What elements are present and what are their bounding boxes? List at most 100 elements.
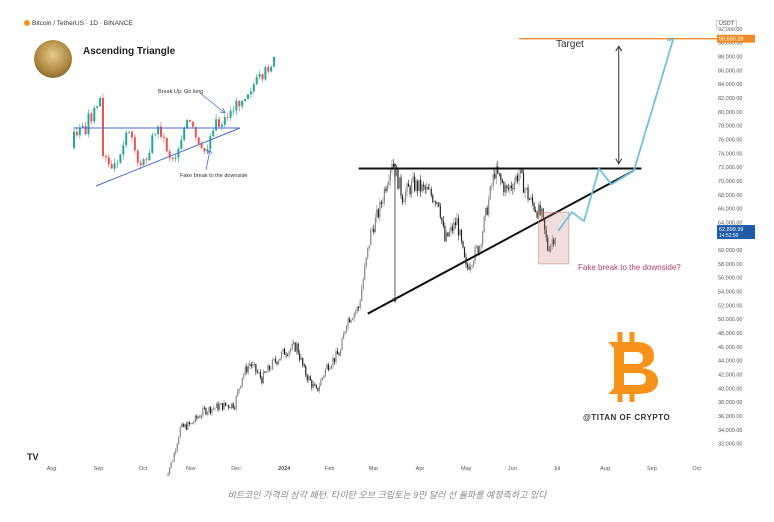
inset-candle-body (264, 67, 267, 80)
candle-body (228, 405, 230, 408)
candle-body (385, 188, 387, 191)
candle-body (533, 203, 535, 211)
candle-body (344, 331, 346, 335)
inset-candle-body (96, 106, 99, 108)
inset-candle-body (93, 107, 96, 122)
candle-body (454, 222, 457, 226)
candle-body (212, 408, 215, 409)
candle-body (208, 407, 210, 413)
candle-body (453, 222, 455, 231)
candle-body (265, 372, 268, 373)
candle-body (531, 197, 534, 204)
inset-candle-body (235, 100, 238, 111)
y-tick-label: 86,000.00 (718, 68, 742, 74)
candle-body (404, 191, 407, 202)
bitcoin-icon (24, 20, 30, 26)
candle-body (516, 175, 519, 182)
inset-candle-body (252, 84, 255, 92)
candle-body (430, 189, 432, 196)
candle-body (347, 318, 349, 326)
inset-candle-body (194, 126, 197, 138)
candle-body (447, 232, 449, 237)
candle-body (438, 202, 440, 207)
candle-body (240, 385, 242, 389)
candle-body (463, 247, 466, 258)
candle-body (202, 407, 204, 416)
candle-body (383, 188, 385, 202)
candle-body (221, 403, 224, 410)
inset-candle-body (209, 136, 212, 149)
inset-candle-body (87, 113, 90, 135)
inset-candle-body (212, 130, 215, 137)
candle-body (488, 199, 490, 215)
inset-candle-body (249, 91, 252, 95)
support-line (367, 169, 635, 315)
candle-body (315, 385, 317, 389)
candle-body (479, 246, 481, 253)
price-chart[interactable]: 92,000.00 90,000.00 88,000.00 86,000.00 84,0… (16, 14, 758, 476)
inset-candle-body (99, 98, 102, 107)
x-tick-label: Sep (647, 466, 657, 472)
candle-body (401, 195, 404, 203)
candle-body (400, 177, 402, 196)
y-tick-label: 50,000.00 (718, 317, 742, 323)
candle-body (507, 188, 509, 190)
candle-body (246, 366, 248, 373)
candle-body (271, 359, 274, 370)
candle-body (203, 407, 206, 409)
candle-body (352, 318, 354, 321)
projection-path (557, 39, 675, 232)
candle-body (500, 174, 502, 180)
candle-body (415, 180, 417, 191)
candle-body (232, 403, 234, 409)
candle-body (417, 180, 419, 191)
candle-body (504, 185, 506, 193)
candle-body (512, 188, 514, 190)
candle-body (435, 201, 437, 205)
candle-body (194, 415, 196, 422)
candle-body (389, 170, 392, 181)
inset-chart (73, 56, 276, 187)
y-tick-label: 66,000.00 (718, 207, 742, 213)
candle-body (226, 405, 228, 406)
candle-body (312, 384, 314, 388)
inset-candle-body (189, 120, 191, 122)
candle-body (501, 179, 503, 183)
candle-body (521, 169, 523, 173)
candle-body (539, 204, 541, 215)
y-tick-label: 40,000.00 (718, 386, 742, 392)
candle-body (238, 388, 240, 391)
candle-body (308, 376, 310, 381)
currency-selector[interactable]: USDT (716, 20, 737, 28)
x-tick-label: Jul (553, 466, 560, 472)
candle-body (429, 189, 431, 190)
candle-body (554, 237, 556, 245)
arrow-head-up (615, 45, 623, 52)
y-tick-label: 52,000.00 (718, 303, 742, 309)
candle-body (542, 208, 544, 218)
candle-body (285, 354, 287, 356)
symbol-title: Bitcoin / TetherUS · 1D · BINANCE (32, 20, 133, 27)
candle-body (250, 363, 252, 367)
candle-body (282, 348, 284, 353)
inset-candle-body (171, 157, 174, 159)
candle-body (392, 164, 395, 167)
bitcoin-serifs (617, 332, 635, 402)
inset-candle-body (160, 126, 162, 137)
candle-body (518, 173, 520, 182)
candle-body (283, 348, 286, 355)
candle-body (362, 279, 364, 290)
inset-candle-body (273, 56, 276, 67)
x-tick-label: Dec (231, 466, 241, 472)
inset-candle-body (218, 119, 220, 127)
candle-body (225, 402, 227, 406)
x-tick-label: Feb (325, 466, 334, 472)
y-tick-label: 46,000.00 (718, 345, 742, 351)
current-price-text: 62,899.99 (719, 227, 743, 233)
inset-candle-body (180, 140, 183, 149)
y-tick-label: 36,000.00 (718, 414, 742, 420)
inset-candle-body (232, 110, 235, 112)
candle-body (382, 201, 384, 204)
candle-body (534, 210, 537, 212)
candle-body (214, 407, 216, 409)
